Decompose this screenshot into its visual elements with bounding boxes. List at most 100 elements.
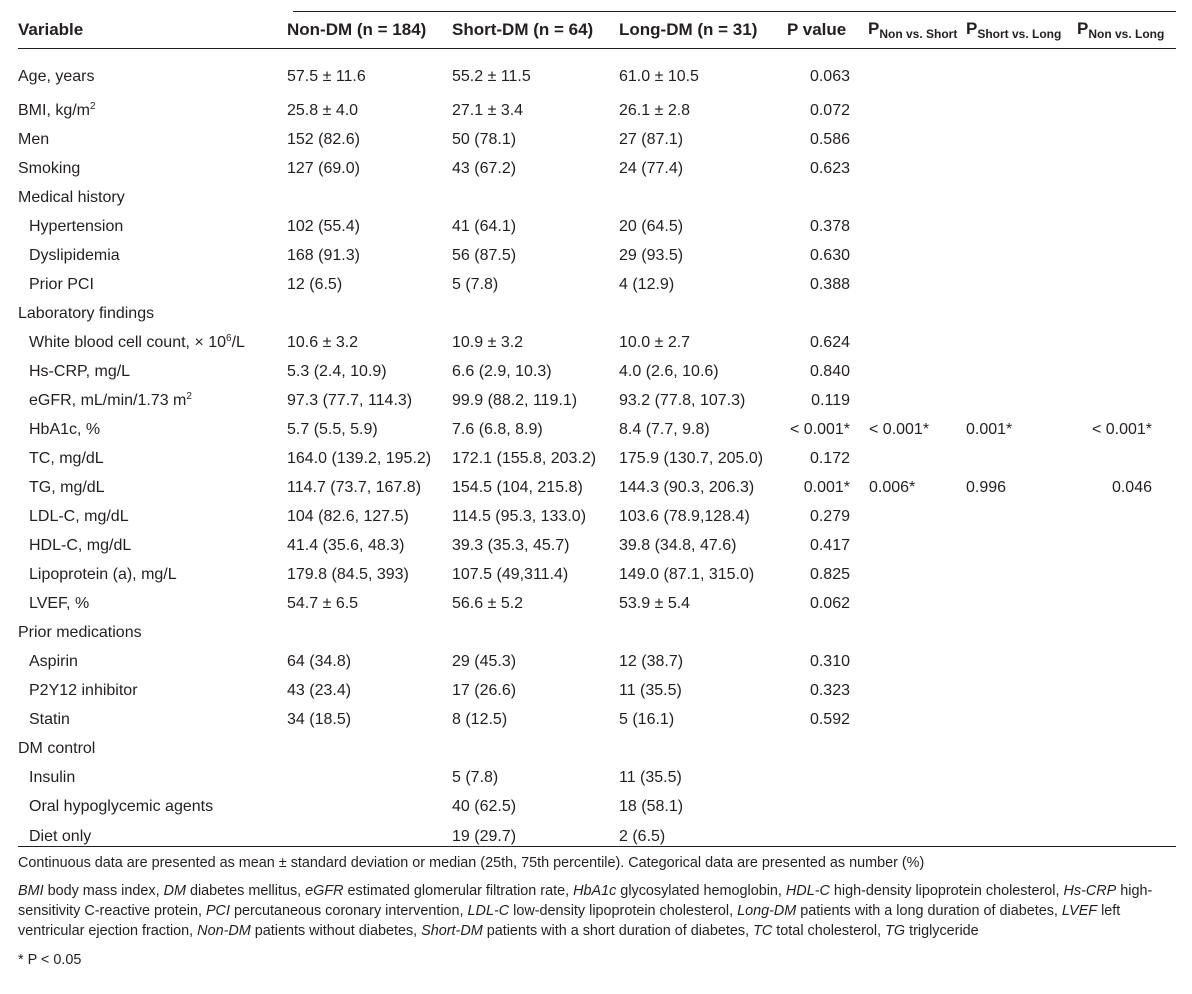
cell-non-dm: 127 (69.0) [287,159,360,177]
footnote-abbreviations: BMI body mass index, DM diabetes mellitu… [18,881,1176,941]
table-row: White blood cell count, × 106/L 10.6 ± 3.… [18,328,1176,357]
cell-p-non-vs-long [1077,49,1176,97]
cell-p-non-vs-short [863,705,966,734]
cell-long-dm: 93.2 (77.8, 107.3) [619,391,746,409]
cell-p-value: 0.378 [809,217,850,235]
abbreviation-term: HbA1c [573,883,617,899]
abbreviation-definition: triglyceride [905,923,979,939]
cell-p-short-vs-long [966,560,1077,589]
cell-p-value [787,618,863,647]
abbreviation-definition: total cholesterol, [772,923,886,939]
cell-short-dm [452,618,619,647]
footnote-continuous: Continuous data are presented as mean ± … [18,855,925,871]
cell-p-non-vs-long [1077,531,1176,560]
cell-short-dm: 40 (62.5) [452,797,517,815]
cell-short-dm [452,183,619,212]
abbreviation-term: HDL-C [785,883,830,899]
cell-long-dm: 61.0 ± 10.5 [619,68,699,85]
row-label: Age, years [18,49,287,97]
row-label: Prior medications [18,618,287,647]
table-row: LDL-C, mg/dL 104 (82.6, 127.5) 114.5 (95.3… [18,502,1176,531]
row-label: White blood cell count, × 106/L [18,328,287,357]
cell-p-short-vs-long [966,734,1077,763]
abbreviation-definition: body mass index, [43,883,164,899]
row-label-text: Medical history [18,188,125,206]
cell-p-value: 0.630 [809,246,850,264]
header-variable: Variable [18,12,287,49]
cell-p-short-vs-long [966,154,1077,183]
cell-p-value: 0.323 [809,681,850,699]
cell-long-dm: 11 (35.5) [619,768,682,786]
row-label-text: Prior PCI [29,275,94,293]
abbreviation-definition: patients with a short duration of diabet… [482,923,754,939]
header-p-base: P [868,19,880,38]
table-row: Laboratory findings [18,299,1176,328]
cell-p-non-vs-short: 0.006* [869,478,916,496]
cell-p-non-vs-long [1077,270,1176,299]
abbreviation-definition: low-density lipoprotein cholesterol, [509,903,738,919]
cell-p-short-vs-long [966,270,1077,299]
abbreviation-definition: glycosylated hemoglobin, [616,883,786,899]
row-label-text: Prior medications [18,623,142,641]
cell-long-dm: 26.1 ± 2.8 [619,101,691,119]
row-label-text: LVEF, % [29,594,90,612]
row-label: Diet only [18,821,287,852]
abbreviation-definition: high-sensitivity C-reactive protein, [18,883,1153,919]
cell-p-value [787,299,863,328]
cell-non-dm [287,734,452,763]
cell-p-non-vs-long [1077,183,1176,212]
abbreviation-definition: estimated glomerular filtration rate, [343,883,574,899]
cell-short-dm: 114.5 (95.3, 133.0) [452,507,587,525]
cell-p-short-vs-long [966,357,1077,386]
cell-p-non-vs-short [863,270,966,299]
cell-non-dm [287,792,452,821]
row-label-text: eGFR, mL/min/1.73 m [29,391,187,409]
row-label-text: Oral hypoglycemic agents [29,797,214,815]
cell-p-value: 0.063 [809,68,850,85]
cell-p-non-vs-short: < 0.001* [869,420,930,438]
abbreviation-term: TC [753,923,773,939]
table-row: DM control [18,734,1176,763]
table-row: Diet only 19 (29.7) 2 (6.5) [18,821,1176,852]
cell-long-dm: 11 (35.5) [619,681,682,699]
cell-p-non-vs-short [863,676,966,705]
cell-short-dm: 29 (45.3) [452,652,517,670]
cell-p-non-vs-long: 0.046 [1111,478,1152,496]
abbreviation-term: Hs-CRP [1063,883,1117,899]
cell-p-value: 0.592 [809,710,850,728]
row-label-text: Diet only [29,827,92,845]
cell-p-non-vs-long [1077,763,1176,792]
row-label: Oral hypoglycemic agents [18,792,287,821]
cell-p-short-vs-long [966,589,1077,618]
cell-long-dm: 24 (77.4) [619,159,684,177]
cell-p-value: 0.586 [809,130,850,148]
cell-short-dm: 5 (7.8) [452,275,499,293]
row-label: DM control [18,734,287,763]
abbreviation-definition: left ventricular ejection fraction, [18,903,1121,939]
baseline-characteristics-table: Variable Non-DM (n = 184) Short-DM (n = … [18,12,1176,852]
cell-non-dm: 34 (18.5) [287,710,352,728]
header-row: Variable Non-DM (n = 184) Short-DM (n = … [18,12,1176,49]
cell-short-dm: 50 (78.1) [452,130,517,148]
cell-long-dm [619,299,787,328]
cell-p-non-vs-short [863,647,966,676]
cell-p-non-vs-long [1077,647,1176,676]
abbreviation-definition: percutaneous coronary intervention, [229,903,468,919]
cell-short-dm: 154.5 (104, 215.8) [452,478,583,496]
cell-short-dm: 55.2 ± 11.5 [452,68,531,85]
row-label-text: Age, years [18,68,95,85]
cell-p-value: 0.119 [811,391,850,409]
cell-p-non-vs-long [1077,96,1176,125]
cell-p-non-vs-short [863,618,966,647]
cell-p-non-vs-long [1077,560,1176,589]
cell-non-dm: 5.3 (2.4, 10.9) [287,362,387,380]
table-row: TG, mg/dL 114.7 (73.7, 167.8) 154.5 (104, … [18,473,1176,502]
cell-p-non-vs-short [863,502,966,531]
row-label: P2Y12 inhibitor [18,676,287,705]
cell-long-dm: 103.6 (78.9,128.4) [619,507,750,525]
cell-long-dm: 10.0 ± 2.7 [619,333,691,351]
header-long-dm: Long-DM (n = 31) [619,12,787,49]
cell-p-short-vs-long [966,676,1077,705]
cell-non-dm: 179.8 (84.5, 393) [287,565,409,583]
cell-p-non-vs-short [863,125,966,154]
